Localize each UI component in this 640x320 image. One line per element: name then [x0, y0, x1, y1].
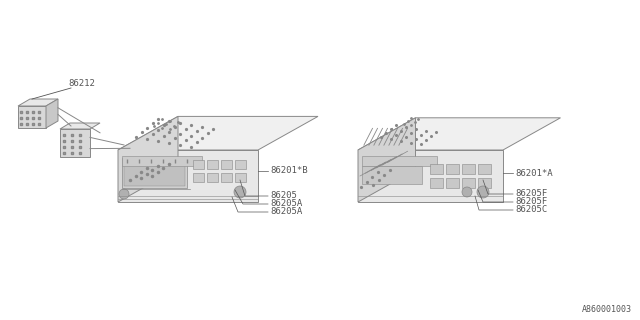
Polygon shape	[60, 123, 100, 129]
Bar	[235, 160, 246, 169]
Text: 86212: 86212	[68, 79, 95, 88]
Polygon shape	[358, 118, 561, 150]
Text: 86205A: 86205A	[270, 207, 302, 217]
Bar	[122, 156, 202, 166]
Text: 86205F: 86205F	[515, 189, 547, 198]
Bar	[446, 178, 459, 188]
Bar	[193, 160, 204, 169]
Bar	[122, 158, 187, 188]
Bar	[462, 178, 475, 188]
Bar	[235, 173, 246, 182]
Polygon shape	[358, 118, 415, 202]
Text: 86205F: 86205F	[515, 197, 547, 206]
Bar	[193, 173, 204, 182]
Bar	[362, 166, 422, 184]
Bar	[430, 164, 443, 174]
Circle shape	[462, 187, 472, 197]
Bar	[478, 164, 491, 174]
Bar	[221, 160, 232, 169]
Bar	[478, 178, 491, 188]
Polygon shape	[118, 116, 178, 202]
Bar	[362, 156, 437, 166]
Circle shape	[119, 189, 129, 199]
Polygon shape	[18, 99, 58, 106]
Bar	[430, 178, 443, 188]
Text: 86205C: 86205C	[515, 205, 547, 214]
Circle shape	[234, 186, 246, 198]
Text: 86201*A: 86201*A	[515, 169, 552, 178]
Bar	[462, 164, 475, 174]
Bar	[207, 173, 218, 182]
Polygon shape	[60, 129, 90, 157]
Circle shape	[477, 186, 489, 198]
Bar	[221, 173, 232, 182]
Text: A860001003: A860001003	[582, 305, 632, 314]
Text: 86205: 86205	[270, 191, 297, 201]
Polygon shape	[18, 106, 46, 128]
Bar	[124, 160, 185, 186]
Bar	[446, 164, 459, 174]
Polygon shape	[118, 150, 258, 202]
Bar	[207, 160, 218, 169]
Polygon shape	[118, 116, 318, 150]
Polygon shape	[46, 99, 58, 128]
Polygon shape	[358, 150, 503, 202]
Text: 86201*B: 86201*B	[270, 166, 308, 175]
Text: 86205A: 86205A	[270, 199, 302, 209]
